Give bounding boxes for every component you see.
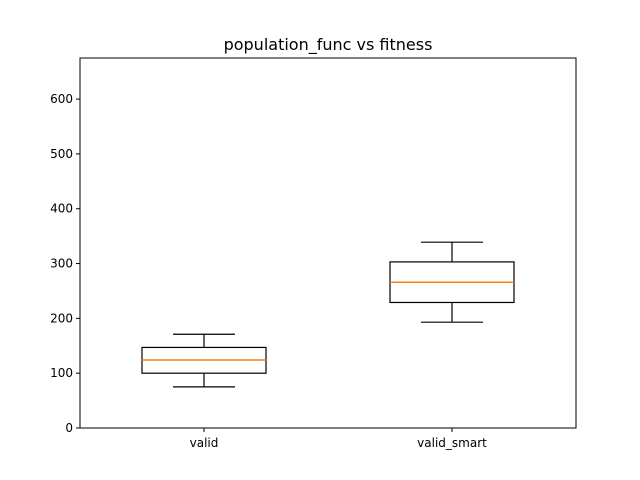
y-tick-label: 400 — [50, 202, 73, 216]
box-valid — [141, 333, 267, 388]
y-axis: 0 100 200 300 400 500 600 — [50, 92, 80, 435]
x-tick-label: valid_smart — [417, 436, 487, 450]
x-tick-label: valid — [190, 436, 219, 450]
y-tick-label: 600 — [50, 92, 73, 106]
y-tick-label: 300 — [50, 257, 73, 271]
chart-title: population_func vs fitness — [224, 35, 433, 55]
axes-frame — [79, 57, 577, 429]
y-tick-label: 0 — [65, 421, 73, 435]
y-tick-label: 500 — [50, 147, 73, 161]
box-valid_smart — [389, 241, 515, 323]
plot-area — [141, 241, 515, 388]
y-tick-label: 100 — [50, 366, 73, 380]
y-tick-label: 200 — [50, 311, 73, 325]
x-axis: valid valid_smart — [190, 428, 487, 450]
